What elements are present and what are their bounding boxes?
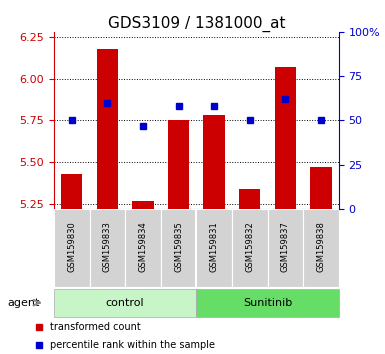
Bar xyxy=(268,209,303,287)
Bar xyxy=(54,209,90,287)
Text: GSM159831: GSM159831 xyxy=(210,221,219,272)
Text: control: control xyxy=(106,298,144,308)
Text: GSM159832: GSM159832 xyxy=(245,221,254,272)
Bar xyxy=(275,67,296,209)
Bar xyxy=(161,209,196,287)
Bar xyxy=(310,167,332,209)
Text: GSM159830: GSM159830 xyxy=(67,221,76,272)
Bar xyxy=(303,209,339,287)
Bar xyxy=(203,115,225,209)
Bar xyxy=(239,189,260,209)
Bar xyxy=(196,209,232,287)
Bar xyxy=(97,48,118,209)
Text: percentile rank within the sample: percentile rank within the sample xyxy=(50,340,215,350)
Text: transformed count: transformed count xyxy=(50,322,141,332)
Text: Sunitinib: Sunitinib xyxy=(243,298,292,308)
Bar xyxy=(132,200,154,209)
Bar xyxy=(196,289,339,317)
Text: GSM159835: GSM159835 xyxy=(174,221,183,272)
Bar xyxy=(61,174,82,209)
Bar xyxy=(54,289,196,317)
Bar xyxy=(168,120,189,209)
Text: GSM159838: GSM159838 xyxy=(316,221,325,272)
Bar xyxy=(232,209,268,287)
Text: GSM159833: GSM159833 xyxy=(103,221,112,272)
Bar xyxy=(90,209,125,287)
Text: GSM159837: GSM159837 xyxy=(281,221,290,272)
Title: GDS3109 / 1381000_at: GDS3109 / 1381000_at xyxy=(107,16,285,32)
Text: agent: agent xyxy=(8,298,40,308)
Bar xyxy=(125,209,161,287)
Text: GSM159834: GSM159834 xyxy=(139,221,147,272)
